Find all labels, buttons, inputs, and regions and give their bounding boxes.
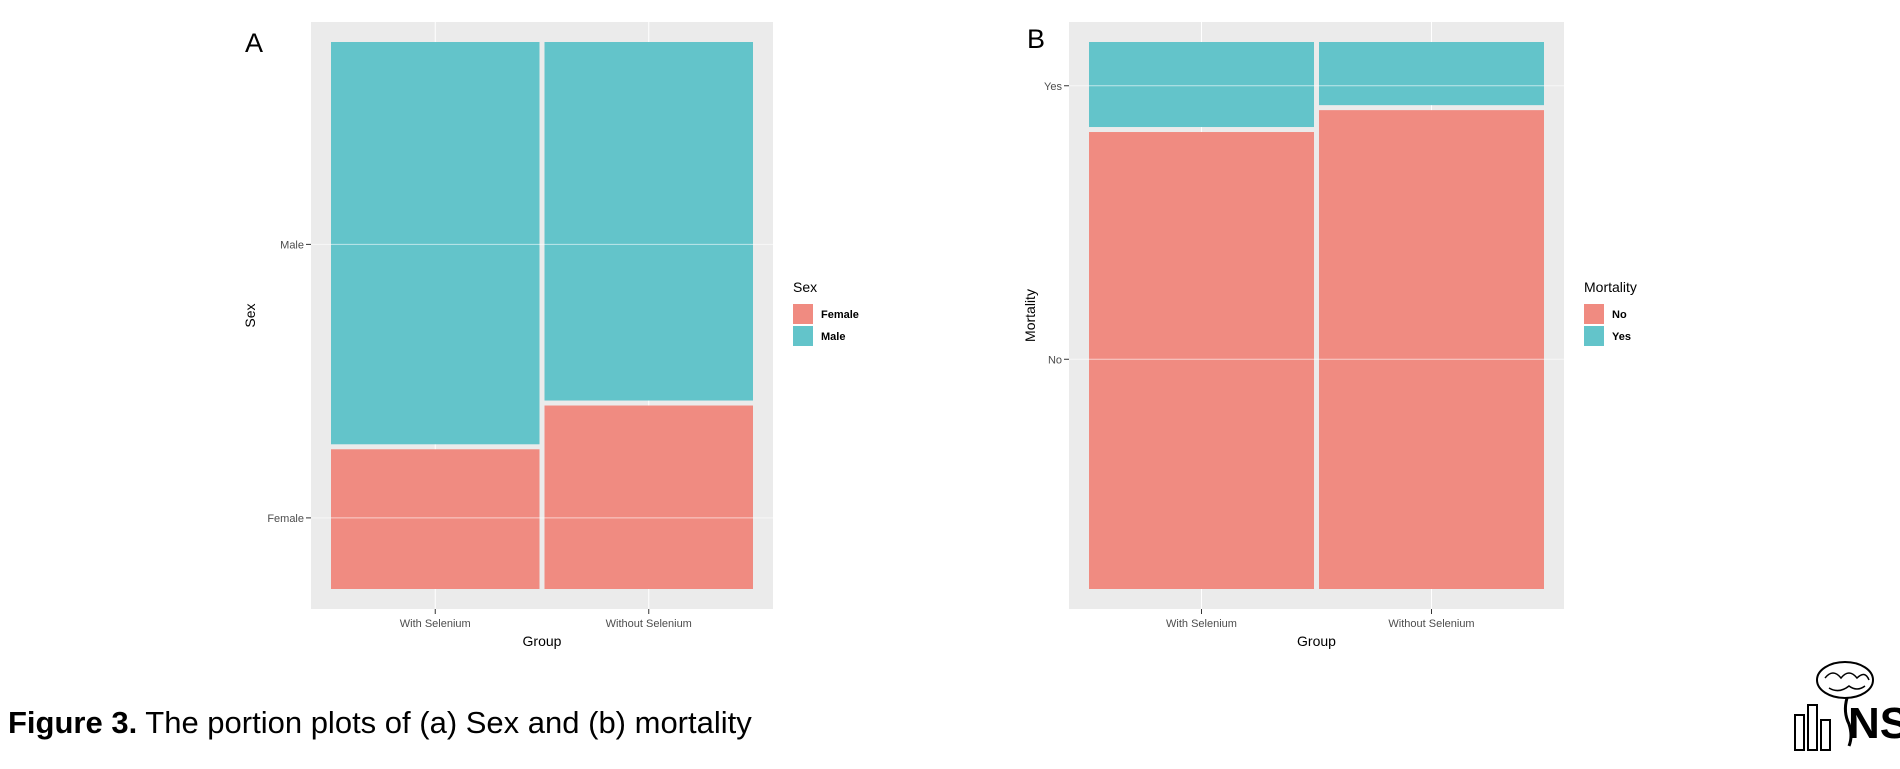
legend-key-no: [1584, 304, 1604, 324]
legend-key-female: [793, 304, 813, 324]
y-axis-title: Mortality: [1022, 289, 1038, 342]
mosaic-cell-yes: [1089, 42, 1314, 128]
y-axis-title: Sex: [242, 303, 258, 327]
x-axis-title: Group: [523, 633, 562, 649]
caption-text: The portion plots of (a) Sex and (b) mor…: [145, 705, 752, 740]
legend-label-female: Female: [821, 309, 859, 321]
legend-label-male: Male: [821, 331, 845, 343]
y-tick-label: Male: [280, 239, 304, 251]
legend-title: Sex: [793, 279, 817, 295]
y-tick-label: No: [1048, 354, 1062, 366]
logo-text: NS: [1848, 699, 1900, 748]
y-tick-label: Female: [267, 513, 304, 525]
legend-key-male: [793, 326, 813, 346]
caption-label: Figure 3.: [8, 705, 138, 740]
brain-logo-icon: [1794, 661, 1874, 751]
mosaic-cell-no: [1319, 110, 1544, 589]
chart-b: No Yes With Selenium Without Selenium Group M…: [1022, 22, 1637, 649]
legend-key-yes: [1584, 326, 1604, 346]
panel-label: B: [1027, 24, 1045, 54]
mosaic-cell-female: [331, 449, 540, 589]
x-axis-title: Group: [1297, 633, 1336, 649]
panel-label: A: [245, 28, 263, 58]
legend-label-yes: Yes: [1612, 331, 1631, 343]
figure-caption: Figure 3. The portion plots of (a) Sex a…: [8, 705, 752, 741]
mosaic-cell-male: [544, 42, 753, 401]
mosaic-cell-yes: [1319, 42, 1544, 106]
legend-label-no: No: [1612, 309, 1627, 321]
y-tick-label: Yes: [1044, 81, 1062, 93]
mosaic-cell-male: [331, 42, 540, 445]
x-tick-label: With Selenium: [400, 618, 471, 630]
x-tick-label: Without Selenium: [1388, 618, 1474, 630]
mosaic-cell-female: [544, 405, 753, 589]
x-tick-label: With Selenium: [1166, 618, 1237, 630]
legend-title: Mortality: [1584, 279, 1637, 295]
x-tick-label: Without Selenium: [606, 618, 692, 630]
chart-a: Female Male With Selenium Without Selenium G…: [242, 22, 859, 649]
mosaic-cell-no: [1089, 132, 1314, 589]
